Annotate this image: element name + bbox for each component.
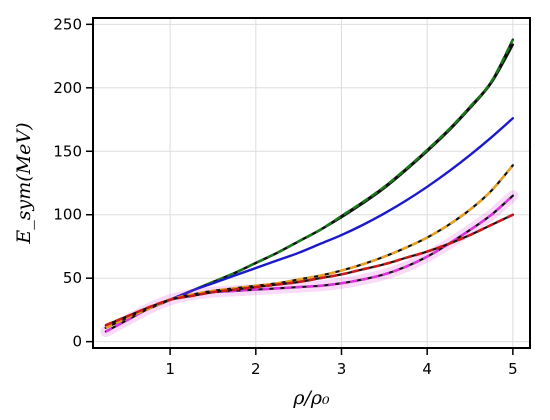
x-tick-label: 3 [337,360,347,378]
y-axis-label: E_sym(MeV) [13,122,35,244]
y-tick-label: 100 [53,206,82,224]
x-tick-label: 2 [251,360,261,378]
plot-frame [92,17,531,349]
y-axis-ticks: 0 50 100 150 200 250 [53,15,93,351]
series-line [105,194,514,333]
series-lines [100,38,519,337]
y-tick-label: 150 [53,142,82,160]
x-tick-label: 1 [165,360,175,378]
y-tick-label: 0 [72,333,82,351]
series-line-underlay [104,194,514,333]
series-line-underlay [104,213,514,327]
x-tick-label: 4 [422,360,432,378]
series-band [100,190,519,337]
x-tick-label: 5 [508,360,518,378]
y-tick-label: 250 [53,15,82,33]
grid [93,18,530,348]
series-line [105,213,514,327]
y-tick-label: 200 [53,79,82,97]
x-axis-label: ρ/ρ₀ [292,387,330,409]
y-tick-label: 50 [63,269,82,287]
x-axis-ticks: 1 2 3 4 5 [165,348,518,378]
